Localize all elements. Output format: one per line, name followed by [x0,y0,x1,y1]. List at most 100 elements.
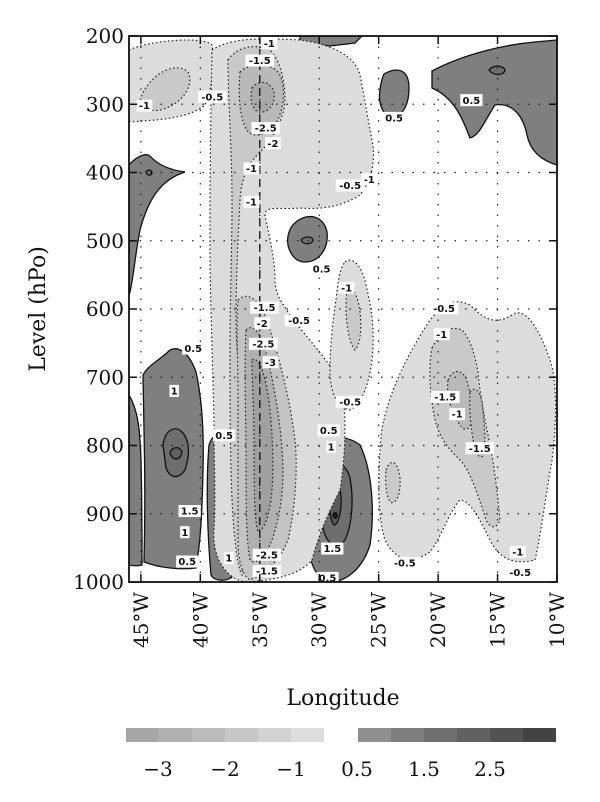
contour-label-bg [254,317,271,330]
contour-label: -3 [265,358,276,369]
contour-label: -0.5 [339,397,361,408]
colorbar-label-negative: −1 [276,757,305,781]
y-tick-label: 500 [86,229,124,253]
contour-label: -1.5 [249,56,271,67]
contour-label: 1 [225,554,232,565]
contour-label-bg [509,545,526,558]
contour-label: 0.5 [178,557,196,568]
contour-label: -1 [512,548,523,559]
contour-label-bg [169,384,179,397]
contour-label: 1 [171,387,178,398]
contour-label: -0.5 [201,92,223,103]
contour-label: -1.5 [469,444,491,455]
negative-inner-500-27w [345,288,362,351]
contour-label-bg [430,391,460,404]
contour-label: -1 [436,330,447,341]
colorbar-label-positive: 0.5 [341,757,373,781]
contour-label-bg [197,90,227,103]
x-tick-label: 30°W [307,592,331,648]
negative-small-850-23w [385,461,401,504]
contour-label: -2.5 [252,339,274,350]
contour-label: -0.5 [339,181,361,192]
colorbar-label-negative: −3 [143,757,172,781]
contour-label-bg [338,281,355,294]
contour-label-bg [321,542,344,555]
colorbar-swatch-negative [126,728,159,742]
contour-label: 0.5 [320,426,338,437]
colorbar-swatch-negative [192,728,225,742]
contour-label-bg [176,555,199,568]
colorbar-swatch-positive [523,728,556,742]
x-tick-label: 35°W [248,592,272,648]
contour-label-bg [326,440,336,453]
contour-label-bg [213,429,236,442]
y-tick-label: 600 [86,297,124,321]
y-tick-label: 400 [86,161,124,185]
positive-core-800-41w [169,446,183,460]
contour-label-bg [243,195,260,208]
contour-label: -0.5 [509,568,531,579]
contour-label-bg [316,571,339,584]
contour-label-bg [261,37,278,50]
contour-label: 1 [181,528,188,539]
contour-label-bg [245,54,275,67]
contour-label: -1 [264,39,275,50]
contour-label: 0.5 [184,344,202,355]
positive-region-top-right [431,39,557,166]
contour-label-bg [460,94,483,107]
y-tick-label: 300 [86,92,124,116]
contour-label-bg [449,408,466,421]
contour-label-bg [335,395,365,408]
contour-label: -1 [364,175,375,186]
colorbar-label-negative: −2 [210,757,239,781]
contour-label-bg [317,424,340,437]
contour-label-bg [182,342,205,355]
colorbar-label-positive: 1.5 [408,757,440,781]
positive-inner-500-30w [300,236,314,245]
negative-inner-east-level3 [469,388,486,458]
colorbar-swatch-positive [490,728,523,742]
x-tick-label: 15°W [486,592,510,648]
contour-label-bg [180,526,190,539]
x-tick-label: 40°W [188,592,212,648]
contour-label: -1 [246,197,257,208]
y-tick-label: 1000 [73,570,124,594]
contour-label-bg [262,356,279,369]
contour-label-bg [136,99,153,112]
y-tick-label: 700 [86,365,124,389]
contour-label: -0.5 [394,558,416,569]
contour-label-bg [264,137,281,150]
contour-label: 0.5 [385,114,403,125]
contour-label-bg [465,442,495,455]
contour-label-bg [250,301,279,314]
y-tick-label: 900 [86,502,124,526]
contour-label-bg [243,162,260,175]
contour-label-bg [252,548,282,561]
contour-label: -2 [257,319,268,330]
colorbar-swatch-negative [225,728,258,742]
contour-labels: -1-1.5-1-0.5-2.5-2-1-1-1-0.50.50.50.5-1-… [136,37,535,585]
negative-inner-east-level2 [447,370,473,430]
contour-label: -0.5 [288,316,310,327]
contour-label: 1.5 [181,507,199,518]
x-axis-ticks: 45°W 40°W 35°W 30°W 25°W 20°W 15°W 10°W [129,36,569,648]
contour-label-bg [224,552,234,565]
contour-label: 1.5 [323,544,341,555]
negative-upper-35w-level3 [250,81,275,113]
colorbar-swatch-positive [424,728,457,742]
contour-label: -1 [452,410,463,421]
contour-label-bg [251,122,281,135]
positive-inner-top-right [488,65,506,76]
contour-label-bg [390,556,420,569]
colorbar-swatch-positive [457,728,490,742]
contour-label: -2.5 [256,550,278,561]
contour-label-bg [178,505,201,518]
contour-label: -1 [139,101,150,112]
colorbar-swatch-negative [291,728,324,742]
x-tick-label: 20°W [426,592,450,648]
colorbar-swatch-negative [258,728,291,742]
positive-inner-400-45w [145,169,153,176]
contour-label: -1.5 [256,567,278,578]
contour-label: -2 [267,139,278,150]
contour-label-bg [310,262,333,275]
